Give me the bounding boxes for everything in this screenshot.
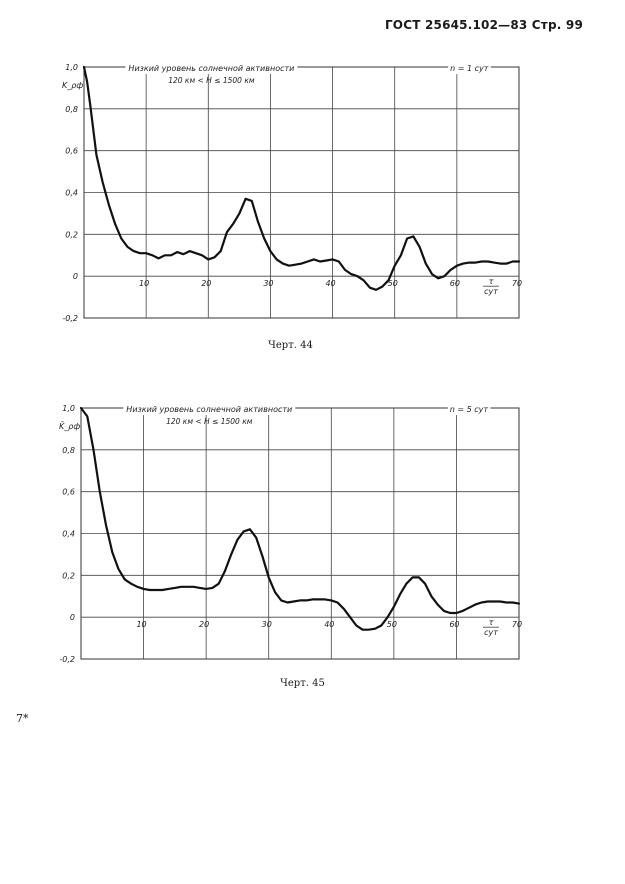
chart-subtitle: 120 км < H ≤ 1500 км — [168, 76, 255, 85]
x-tick-label: 70 — [512, 279, 522, 288]
y-tick-label: 0,6 — [65, 147, 78, 156]
chart-annotation: n = 5 сут — [450, 405, 489, 414]
x-tick-label: 30 — [262, 620, 272, 629]
page-mark: 7* — [16, 712, 29, 725]
x-axis-label: τ — [489, 277, 494, 286]
y-tick-label: -0,2 — [62, 314, 78, 323]
y-tick-label: 0,6 — [62, 488, 75, 497]
x-tick-label: 40 — [325, 279, 335, 288]
x-axis-label: сут — [484, 628, 498, 637]
series-line — [82, 65, 521, 291]
y-tick-label: 0,2 — [65, 230, 78, 239]
x-tick-label: 10 — [139, 279, 149, 288]
y-tick-label: 1,0 — [62, 404, 75, 413]
x-tick-label: 70 — [512, 620, 522, 629]
y-tick-label: 0,4 — [65, 189, 78, 198]
annotation-background — [448, 63, 491, 74]
x-tick-label: 10 — [136, 620, 146, 629]
y-tick-label: 0,8 — [62, 446, 75, 455]
x-tick-label: 60 — [450, 279, 460, 288]
x-axis-label: сут — [484, 287, 498, 296]
chart-title: Низкий уровень солнечной активности — [128, 64, 294, 73]
annotation-background — [447, 404, 491, 415]
y-tick-label: 0,8 — [65, 105, 78, 114]
chart-subtitle: 120 км < H ≤ 1500 км — [166, 417, 253, 426]
y-tick-label: 1,0 — [65, 63, 78, 72]
series-line — [79, 406, 521, 631]
chart-annotation: n = 1 сут — [450, 64, 489, 73]
x-axis-label: τ — [489, 618, 494, 627]
y-tick-label: 0 — [73, 272, 78, 281]
y-tick-label: -0,2 — [59, 655, 75, 664]
page-header: ГОСТ 25645.102—83 Стр. 99 — [384, 18, 583, 32]
x-tick-label: 40 — [324, 620, 334, 629]
x-tick-label: 30 — [263, 279, 273, 288]
x-tick-label: 50 — [388, 279, 398, 288]
y-tick-label: 0,4 — [62, 530, 75, 539]
y-tick-label: 0,2 — [62, 571, 75, 580]
x-tick-label: 60 — [449, 620, 459, 629]
x-tick-label: 50 — [387, 620, 397, 629]
y-axis-label: K̄_ρф — [59, 420, 80, 430]
chart-caption: Черт. 45 — [280, 678, 325, 689]
y-tick-label: 0 — [70, 613, 75, 622]
title-background — [123, 404, 296, 415]
chart-title: Низкий уровень солнечной активности — [126, 405, 292, 414]
x-tick-label: 20 — [199, 620, 209, 629]
chart-caption: Черт. 44 — [268, 340, 313, 351]
title-background — [125, 63, 298, 74]
y-axis-label: K_ρф — [62, 81, 83, 90]
x-tick-label: 20 — [201, 279, 211, 288]
